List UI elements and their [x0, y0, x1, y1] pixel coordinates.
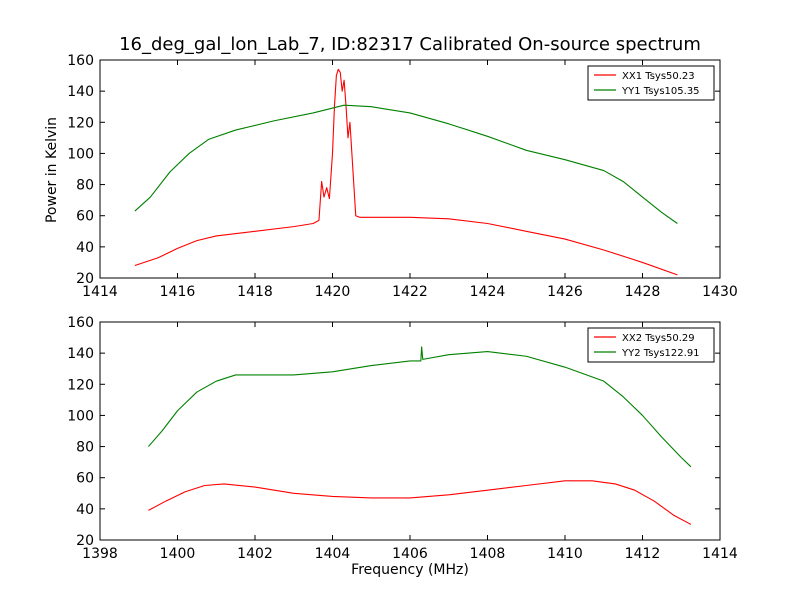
y-axis-label: Power in Kelvin: [44, 116, 60, 224]
y-tick-label: 20: [76, 271, 94, 287]
y-tick-label: 60: [76, 471, 94, 487]
series-line-1-1: [134, 68, 678, 276]
x-tick-label: 1428: [625, 284, 661, 300]
y-tick-label: 120: [67, 377, 94, 393]
x-axis-label: Frequency (MHz): [351, 562, 469, 578]
y-tick-label: 140: [67, 84, 94, 100]
x-tick-label: 1406: [392, 546, 428, 562]
y-tick-label: 80: [76, 178, 94, 194]
x-tick-label: 1420: [315, 284, 351, 300]
legend-box: [587, 65, 715, 101]
y-tick-label: 120: [67, 115, 94, 131]
x-tick-label: 1416: [160, 284, 196, 300]
y-tick-label: 100: [67, 408, 94, 424]
y-tick-label: 100: [67, 146, 94, 162]
x-tick-label: 1400: [160, 546, 196, 562]
x-tick-label: 1414: [82, 284, 118, 300]
series-line-2-1: [148, 480, 692, 525]
legend-label: YY1 Tsys105.35: [621, 86, 700, 97]
x-tick-label: 1422: [392, 284, 428, 300]
series-line-2-2: [148, 346, 692, 468]
x-tick-label: 1408: [470, 546, 506, 562]
x-tick-label: 1410: [547, 546, 583, 562]
x-tick-label: 1418: [237, 284, 273, 300]
x-tick-label: 1424: [470, 284, 506, 300]
legend-box: [587, 327, 715, 363]
legend-label: XX1 Tsys50.23: [622, 71, 695, 82]
y-tick-label: 160: [67, 53, 94, 69]
y-tick-label: 160: [67, 315, 94, 331]
legend-label: YY2 Tsys122.91: [621, 348, 700, 359]
chart-title: 16_deg_gal_lon_Lab_7, ID:82317 Calibrate…: [119, 34, 701, 55]
y-tick-label: 20: [76, 533, 94, 549]
x-tick-label: 1426: [547, 284, 583, 300]
y-tick-label: 40: [76, 502, 94, 518]
y-tick-label: 140: [67, 346, 94, 362]
x-tick-label: 1398: [82, 546, 118, 562]
x-tick-label: 1414: [702, 546, 738, 562]
y-tick-label: 60: [76, 209, 94, 225]
y-tick-label: 40: [76, 240, 94, 256]
series-line-1-2: [134, 104, 678, 224]
legend-label: XX2 Tsys50.29: [622, 333, 695, 344]
x-tick-label: 1412: [625, 546, 661, 562]
x-tick-label: 1402: [237, 546, 273, 562]
x-tick-label: 1430: [702, 284, 738, 300]
y-tick-label: 80: [76, 440, 94, 456]
x-tick-label: 1404: [315, 546, 351, 562]
